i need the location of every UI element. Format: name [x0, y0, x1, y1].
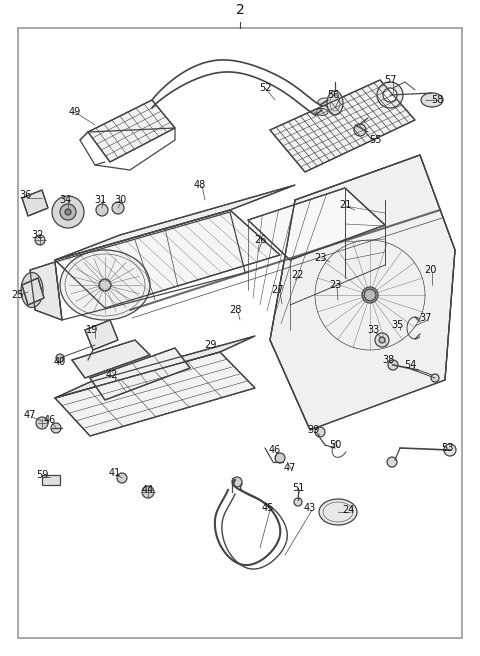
Circle shape	[375, 333, 389, 347]
Text: 46: 46	[44, 415, 56, 425]
Circle shape	[117, 473, 127, 483]
Text: 59: 59	[36, 470, 48, 480]
Circle shape	[99, 279, 111, 291]
Text: 31: 31	[94, 195, 106, 205]
Text: 25: 25	[12, 290, 24, 300]
Text: 47: 47	[24, 410, 36, 420]
Text: 21: 21	[339, 200, 351, 210]
Circle shape	[36, 417, 48, 429]
Text: 41: 41	[109, 468, 121, 478]
Text: 22: 22	[292, 270, 304, 280]
Text: 58: 58	[431, 95, 443, 105]
Text: 47: 47	[284, 463, 296, 473]
Circle shape	[51, 423, 61, 433]
Text: 40: 40	[54, 357, 66, 367]
Circle shape	[275, 453, 285, 463]
Circle shape	[377, 82, 403, 108]
Polygon shape	[248, 188, 385, 260]
Circle shape	[112, 202, 124, 214]
Polygon shape	[72, 340, 150, 378]
Text: 37: 37	[419, 313, 431, 323]
Text: 28: 28	[229, 305, 241, 315]
Circle shape	[52, 196, 84, 228]
Text: 24: 24	[342, 505, 354, 515]
Polygon shape	[55, 352, 255, 436]
Text: 33: 33	[367, 325, 379, 335]
Circle shape	[294, 498, 302, 506]
Text: 52: 52	[259, 83, 271, 93]
Text: 23: 23	[329, 280, 341, 290]
Circle shape	[232, 477, 242, 487]
Text: 48: 48	[194, 180, 206, 190]
Ellipse shape	[316, 108, 328, 115]
Circle shape	[444, 444, 456, 456]
Text: 30: 30	[114, 195, 126, 205]
Text: 38: 38	[382, 355, 394, 365]
Text: 32: 32	[31, 230, 43, 240]
Polygon shape	[30, 262, 62, 320]
Circle shape	[387, 457, 397, 467]
Ellipse shape	[60, 250, 150, 320]
Ellipse shape	[362, 287, 378, 303]
Circle shape	[35, 235, 45, 245]
Circle shape	[431, 374, 439, 382]
Bar	[42, 475, 60, 485]
Text: 44: 44	[142, 485, 154, 495]
Ellipse shape	[327, 91, 343, 115]
Text: 35: 35	[392, 320, 404, 330]
Polygon shape	[55, 185, 295, 260]
Text: 51: 51	[292, 483, 304, 493]
Text: 57: 57	[384, 75, 396, 85]
Circle shape	[315, 427, 325, 437]
Ellipse shape	[21, 272, 43, 308]
Text: 53: 53	[441, 443, 453, 453]
Circle shape	[96, 204, 108, 216]
Text: 36: 36	[19, 190, 31, 200]
Circle shape	[383, 88, 397, 102]
Text: 56: 56	[327, 90, 339, 100]
Text: 43: 43	[304, 503, 316, 513]
Ellipse shape	[421, 93, 443, 107]
Polygon shape	[22, 278, 44, 305]
Text: 42: 42	[106, 370, 118, 380]
Polygon shape	[22, 190, 48, 216]
Text: 50: 50	[329, 440, 341, 450]
Text: 54: 54	[404, 360, 416, 370]
Text: 34: 34	[59, 195, 71, 205]
Text: 19: 19	[86, 325, 98, 335]
Text: 29: 29	[204, 340, 216, 350]
Text: 27: 27	[272, 285, 284, 295]
Text: 39: 39	[307, 425, 319, 435]
Text: 23: 23	[314, 253, 326, 263]
Text: 2: 2	[236, 3, 244, 17]
Circle shape	[56, 354, 64, 362]
Circle shape	[60, 204, 76, 220]
Polygon shape	[85, 320, 118, 350]
Circle shape	[354, 124, 366, 136]
Circle shape	[379, 337, 385, 343]
Circle shape	[65, 209, 71, 215]
Ellipse shape	[318, 98, 332, 106]
Ellipse shape	[319, 499, 357, 525]
Text: 45: 45	[262, 503, 274, 513]
Polygon shape	[90, 348, 190, 400]
Text: 20: 20	[424, 265, 436, 275]
Circle shape	[142, 486, 154, 498]
Polygon shape	[55, 210, 280, 308]
Text: 49: 49	[69, 107, 81, 117]
Polygon shape	[270, 80, 415, 172]
Text: 46: 46	[269, 445, 281, 455]
Text: 55: 55	[369, 135, 381, 145]
Text: 26: 26	[254, 235, 266, 245]
Polygon shape	[88, 100, 175, 162]
Polygon shape	[55, 336, 255, 398]
Polygon shape	[270, 155, 455, 430]
Circle shape	[388, 360, 398, 370]
Circle shape	[364, 289, 376, 301]
